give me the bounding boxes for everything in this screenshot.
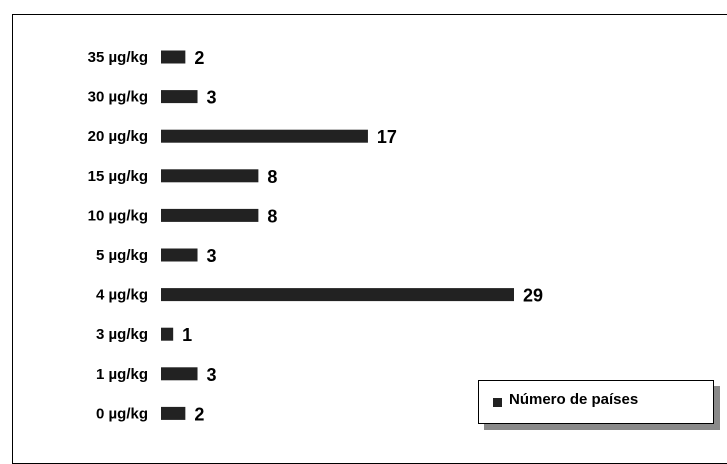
category-label: 20 µg/kg bbox=[88, 128, 148, 145]
category-label: 10 µg/kg bbox=[88, 207, 148, 224]
category-label: 3 µg/kg bbox=[96, 326, 148, 343]
category-label: 5 µg/kg bbox=[96, 247, 148, 264]
data-label: 17 bbox=[377, 127, 397, 147]
bar bbox=[161, 208, 259, 222]
category-label: 35 µg/kg bbox=[88, 49, 148, 66]
category-label: 1 µg/kg bbox=[96, 366, 148, 383]
bar bbox=[161, 327, 174, 341]
bar bbox=[161, 50, 186, 64]
category-label: 0 µg/kg bbox=[96, 405, 148, 422]
legend-swatch bbox=[493, 397, 502, 407]
category-label: 4 µg/kg bbox=[96, 287, 148, 304]
data-label: 3 bbox=[207, 246, 217, 266]
legend-label: Número de países bbox=[509, 390, 639, 408]
category-label: 15 µg/kg bbox=[88, 168, 148, 185]
category-label: 30 µg/kg bbox=[88, 89, 148, 106]
data-label: 1 bbox=[182, 325, 192, 345]
bar bbox=[161, 169, 259, 183]
data-label: 2 bbox=[194, 404, 204, 424]
bar bbox=[161, 406, 186, 420]
legend: Número de países bbox=[478, 380, 714, 424]
data-label: 29 bbox=[523, 286, 543, 306]
bar bbox=[161, 248, 198, 262]
data-label: 2 bbox=[194, 48, 204, 68]
data-label: 8 bbox=[267, 206, 277, 226]
data-label: 3 bbox=[207, 88, 217, 108]
bar bbox=[161, 367, 198, 381]
bar bbox=[161, 288, 514, 302]
bar bbox=[161, 129, 368, 143]
data-label: 8 bbox=[267, 167, 277, 187]
bar bbox=[161, 90, 198, 104]
data-label: 3 bbox=[207, 365, 217, 385]
